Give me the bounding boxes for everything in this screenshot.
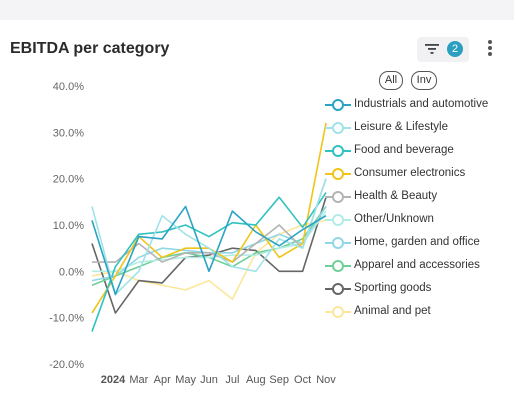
legend-swatch-icon	[325, 214, 351, 226]
legend-item[interactable]: Animal and pet	[325, 302, 514, 322]
x-tick-label: Nov	[316, 374, 336, 386]
filter-icon	[425, 44, 439, 54]
filter-button[interactable]: 2	[417, 37, 469, 62]
series-line-8	[91, 196, 327, 314]
legend-swatch-icon	[325, 145, 351, 157]
series-line-9	[91, 219, 327, 300]
y-tick-label: 0.0%	[59, 266, 84, 278]
legend-swatch-icon	[325, 283, 351, 295]
top-band	[0, 0, 514, 20]
y-tick-label: 30.0%	[53, 127, 84, 139]
legend-swatch-icon	[325, 260, 351, 272]
legend-label: Health & Beauty	[354, 190, 438, 202]
legend-swatch-icon	[325, 99, 351, 111]
x-tick-label: Apr	[154, 374, 171, 386]
legend-item[interactable]: Leisure & Lifestyle	[325, 118, 514, 138]
series-line-2	[91, 192, 327, 332]
legend-swatch-icon	[325, 191, 351, 203]
series-line-3	[91, 122, 327, 314]
filter-count-badge: 2	[447, 41, 463, 57]
legend-label: Animal and pet	[354, 305, 431, 317]
legend-swatch-icon	[325, 168, 351, 180]
y-tick-label: -20.0%	[49, 359, 84, 371]
legend-swatch-icon	[325, 306, 351, 318]
x-tick-label: Sep	[269, 374, 289, 386]
legend-item[interactable]: Industrials and automotive	[325, 95, 514, 115]
legend-item[interactable]: Other/Unknown	[325, 210, 514, 230]
legend-item[interactable]: Food and beverage	[325, 141, 514, 161]
y-tick-label: 40.0%	[53, 81, 84, 93]
x-tick-label: Jul	[225, 374, 239, 386]
series-line-5	[92, 210, 327, 273]
x-tick-label: Mar	[129, 374, 148, 386]
series-line-1	[91, 178, 327, 296]
legend-label: Industrials and automotive	[354, 98, 489, 110]
toggle-inv-button[interactable]: Inv	[411, 71, 437, 90]
toggle-all-button[interactable]: All	[379, 71, 403, 90]
chart-title: EBITDA per category	[10, 40, 170, 57]
legend-item[interactable]: Consumer electronics	[325, 164, 514, 184]
y-tick-label: 20.0%	[53, 174, 84, 186]
legend-label: Sporting goods	[354, 282, 432, 294]
legend-label: Other/Unknown	[354, 213, 434, 225]
legend-label: Home, garden and office	[354, 236, 480, 248]
legend-item[interactable]: Apparel and accessories	[325, 256, 514, 276]
x-tick-label: Jun	[200, 374, 218, 386]
legend-swatch-icon	[325, 237, 351, 249]
x-tick-label: Oct	[294, 374, 311, 386]
legend-item[interactable]: Home, garden and office	[325, 233, 514, 253]
legend-item[interactable]: Health & Beauty	[325, 187, 514, 207]
legend-label: Food and beverage	[354, 144, 454, 156]
y-tick-label: -10.0%	[49, 313, 84, 325]
x-tick-label: 2024	[101, 374, 126, 386]
x-tick-label: Aug	[246, 374, 266, 386]
more-vert-icon[interactable]	[486, 40, 494, 60]
legend-label: Consumer electronics	[354, 167, 466, 179]
legend-swatch-icon	[325, 122, 351, 134]
legend-label: Leisure & Lifestyle	[354, 121, 448, 133]
legend-item[interactable]: Sporting goods	[325, 279, 514, 299]
y-tick-label: 10.0%	[53, 220, 84, 232]
x-tick-label: May	[175, 374, 196, 386]
series-line-0	[91, 205, 327, 296]
legend-label: Apparel and accessories	[354, 259, 480, 271]
